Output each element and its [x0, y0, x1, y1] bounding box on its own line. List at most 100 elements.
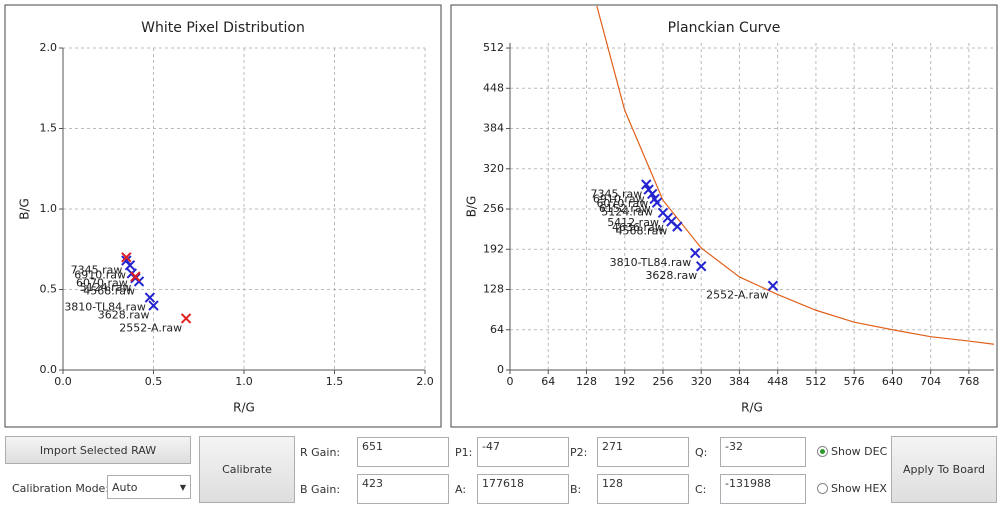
point — [647, 188, 658, 200]
x-tick-label: 0.5 — [145, 375, 163, 388]
field-input[interactable]: -32 — [720, 437, 806, 467]
y-tick-label: 384 — [483, 122, 504, 135]
point — [651, 197, 663, 208]
x-axis-label: R/G — [741, 401, 763, 415]
y-axis-label: B/G — [465, 196, 479, 218]
point — [124, 260, 136, 271]
y-tick-label: 256 — [483, 202, 504, 215]
point-label: 3628.raw — [98, 309, 150, 322]
field-input[interactable]: -47 — [477, 437, 569, 467]
point-label: 6070.raw — [596, 197, 648, 210]
y-tick-label: 128 — [483, 283, 504, 296]
x-tick-label: 2.0 — [416, 375, 434, 388]
field-label: B Gain: — [300, 482, 341, 496]
point-label: 7345.raw — [590, 187, 642, 200]
point-label: 6910.raw — [74, 268, 126, 281]
curve — [596, 6, 994, 345]
point-label: 3810-TL84.raw — [64, 301, 146, 314]
x-tick-label: 640 — [882, 375, 903, 388]
point-label: 4568.raw — [616, 225, 668, 238]
y-tick-label: 1.5 — [40, 122, 58, 135]
chart-title: White Pixel Distribution — [141, 20, 305, 36]
radio-dec[interactable]: Show DEC — [817, 445, 887, 458]
x-tick-label: 704 — [920, 375, 941, 388]
x-tick-label: 0 — [507, 375, 514, 388]
mode-value: Auto — [112, 480, 138, 494]
y-tick-label: 64 — [490, 323, 504, 336]
field-label: P2: — [570, 445, 588, 459]
x-tick-label: 0.0 — [54, 375, 72, 388]
y-tick-label: 0.0 — [40, 363, 58, 376]
field-input[interactable]: -131988 — [720, 474, 806, 504]
x-tick-label: 128 — [576, 375, 597, 388]
point-label: 5412.raw — [607, 216, 659, 229]
point — [641, 179, 652, 190]
field-input[interactable]: 177618 — [477, 474, 569, 504]
field-label: P1: — [455, 445, 473, 459]
point-label: 3628.raw — [645, 269, 697, 282]
y-tick-label: 1.0 — [40, 202, 58, 215]
point — [180, 313, 192, 324]
point — [690, 247, 701, 259]
x-tick-label: 64 — [541, 375, 555, 388]
x-tick-label: 320 — [691, 375, 712, 388]
point-label: 4636.raw — [612, 221, 664, 234]
mode-select[interactable]: Auto ▼ — [107, 475, 191, 499]
calibrate-button[interactable]: Calibrate — [199, 436, 295, 503]
dropdown-arrow: ▼ — [179, 482, 186, 492]
x-tick-label: 1.5 — [326, 375, 344, 388]
point — [672, 221, 683, 232]
radio-dot — [817, 446, 828, 457]
radio-label: Show HEX — [831, 482, 887, 495]
point-label: 2552-A.raw — [119, 321, 182, 334]
charts: White Pixel Distribution R/G B/G 0.0 0.5 1.0 1… — [4, 4, 998, 428]
field-input[interactable]: 423 — [357, 474, 449, 504]
point-label: 5124.raw — [601, 206, 653, 219]
x-tick-label: 576 — [844, 375, 865, 388]
y-axis-label: B/G — [18, 198, 32, 220]
y-tick-label: 0.5 — [40, 283, 58, 296]
point — [130, 271, 141, 282]
radio-hex[interactable]: Show HEX — [817, 482, 887, 495]
apply-button[interactable]: Apply To Board — [891, 436, 997, 503]
y-tick-label: 2.0 — [40, 41, 58, 54]
radio-dot — [817, 483, 828, 494]
point — [144, 292, 156, 303]
point — [696, 261, 707, 272]
panel — [4, 4, 442, 428]
x-tick-label: 1.0 — [235, 375, 253, 388]
field-input[interactable]: 271 — [597, 437, 689, 467]
field-label: Q: — [695, 445, 708, 459]
y-tick-label: 512 — [483, 41, 504, 54]
x-axis-label: R/G — [233, 401, 255, 415]
point-label: 4568.raw — [83, 284, 135, 297]
y-tick-label: 0 — [497, 363, 504, 376]
y-tick-label: 448 — [483, 81, 504, 94]
point — [121, 252, 132, 263]
field-label: R Gain: — [300, 445, 341, 459]
x-tick-label: 512 — [805, 375, 826, 388]
point — [148, 300, 159, 311]
field-label: C: — [695, 482, 707, 496]
x-tick-label: 448 — [767, 375, 788, 388]
y-tick-label: 320 — [483, 162, 504, 175]
field-label: A: — [455, 482, 467, 496]
x-tick-label: 192 — [614, 375, 635, 388]
chart-title: Planckian Curve — [668, 20, 781, 36]
point — [767, 280, 779, 291]
y-tick-label: 192 — [483, 242, 504, 255]
mode-label: Calibration Mode: — [12, 481, 110, 495]
x-tick-label: 768 — [958, 375, 979, 388]
point-label: 6152.raw — [599, 202, 651, 215]
point-label: 6070.raw — [76, 276, 128, 289]
panel — [450, 4, 998, 428]
point-label: 7345.raw — [71, 264, 123, 277]
radio-label: Show DEC — [831, 445, 888, 458]
import-button[interactable]: Import Selected RAW — [5, 436, 191, 464]
point-label: 5124.raw — [80, 281, 132, 294]
point-label: 3810-TL84.raw — [610, 256, 692, 269]
point-label: 2552-A.raw — [706, 289, 769, 302]
field-input[interactable]: 128 — [597, 474, 689, 504]
field-input[interactable]: 651 — [357, 437, 449, 467]
